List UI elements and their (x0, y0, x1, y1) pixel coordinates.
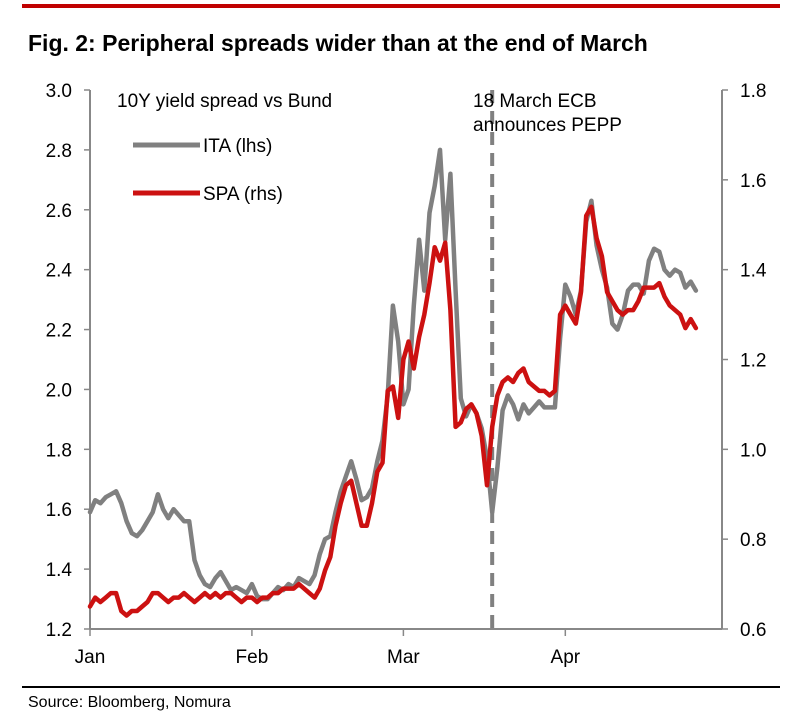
right-tick-label: 1.0 (740, 440, 766, 461)
left-tick-label: 2.4 (46, 261, 73, 282)
right-tick-label: 0.6 (740, 620, 766, 641)
right-tick-label: 0.8 (740, 530, 766, 551)
annotation-line: 18 March ECB (473, 91, 597, 112)
x-tick-label: Jan (75, 647, 106, 668)
left-tick-label: 1.4 (46, 560, 73, 581)
series-line-spa (87, 204, 699, 618)
top-rule (22, 4, 780, 8)
x-tick-label: Apr (551, 647, 581, 668)
legend-label-ita: ITA (lhs) (203, 136, 272, 157)
x-tick-label: Feb (236, 647, 269, 668)
source-note: Source: Bloomberg, Nomura (28, 694, 231, 711)
right-tick-label: 1.6 (740, 171, 766, 192)
left-tick-label: 2.0 (46, 380, 72, 401)
left-tick-label: 1.6 (46, 500, 72, 521)
pepp-annotation: 18 March ECB announces PEPP (473, 91, 622, 136)
chart-title: Fig. 2: Peripheral spreads wider than at… (28, 30, 648, 56)
left-tick-label: 1.2 (46, 620, 72, 641)
bottom-rule (22, 686, 780, 688)
legend-label-spa: SPA (rhs) (203, 184, 283, 205)
chart-subtitle: 10Y yield spread vs Bund (117, 91, 332, 112)
left-tick-label: 2.6 (46, 201, 72, 222)
right-tick-label: 1.4 (740, 261, 767, 282)
annotation-line: announces PEPP (473, 115, 622, 136)
x-tick-label: Mar (387, 647, 420, 668)
left-tick-label: 2.8 (46, 141, 72, 162)
right-tick-label: 1.2 (740, 351, 766, 372)
left-tick-label: 2.2 (46, 321, 72, 342)
series-line-ita (87, 147, 699, 602)
right-tick-label: 1.8 (740, 81, 766, 102)
left-tick-label: 1.8 (46, 440, 72, 461)
left-tick-label: 3.0 (46, 81, 72, 102)
